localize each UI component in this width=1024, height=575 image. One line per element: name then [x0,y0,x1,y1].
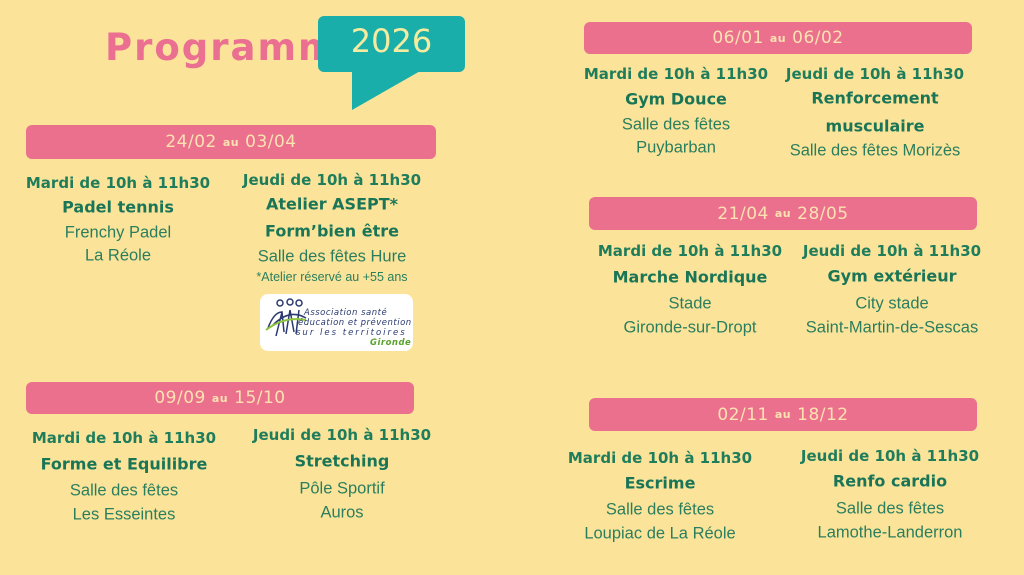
footnote: *Atelier réservé au +55 ans [256,270,408,284]
location: Les Esseintes [72,505,176,524]
activity-name: Form’bien être [265,221,399,241]
date-to: 18/12 [797,404,849,425]
date-separator: au [211,391,229,405]
location: Salle des fêtes [621,115,731,134]
date-to: 06/02 [792,28,844,48]
location: Salle des fêtes [69,481,179,500]
session-day-time: Jeudi de 10h à 11h30 [785,65,965,83]
people-logo-icon [265,298,307,337]
activity-name: Forme et Equilibre [40,454,208,474]
date-range-bar: 24/02 au 03/04 [26,125,436,159]
date-range-bar: 09/09 au 15/10 [26,382,414,414]
activity-name: musculaire [825,116,925,136]
location: Salle des fêtes Hure [257,247,407,266]
date-separator: au [769,31,787,45]
location: Frenchy Padel [64,223,172,242]
date-to: 28/05 [797,203,849,224]
year: 2026 [350,22,433,60]
activity-name: Escrime [624,473,696,493]
date-separator: au [222,135,240,149]
session-day-time: Jeudi de 10h à 11h30 [802,242,982,260]
activity-name: Atelier ASEPT* [265,194,399,214]
date-from: 02/11 [717,404,769,425]
session-day-time: Jeudi de 10h à 11h30 [252,426,432,444]
location: Pôle Sportif [299,479,385,498]
location: Salle des fêtes Morizès [789,141,961,160]
activity-name: Renfo cardio [832,471,948,491]
location: Loupiac de La Réole [584,524,736,543]
location: Gironde-sur-Dropt [623,318,757,337]
session-day-time: Mardi de 10h à 11h30 [583,65,769,83]
session-day-time: Mardi de 10h à 11h30 [31,429,217,447]
logo-line: sur les territoires [296,328,407,338]
speech-bubble-tail [352,70,422,110]
date-range-bar: 06/01 au 06/02 [584,22,972,54]
location: Salle des fêtes [835,499,945,518]
date-range-bar: 02/11 au 18/12 [589,398,977,431]
activity-name: Padel tennis [62,197,174,217]
location: La Réole [84,246,152,265]
date-from: 24/02 [165,132,217,152]
location: Salle des fêtes [605,500,715,519]
session-day-time: Mardi de 10h à 11h30 [567,449,753,467]
location: Saint-Martin-de-Sescas [805,318,979,337]
location: City stade [855,294,929,313]
date-separator: au [774,408,792,421]
activity-name: Gym Douce [625,89,727,109]
logo-line: Association santé [304,308,388,318]
activity-name: Gym extérieur [827,266,957,286]
location: Auros [320,503,364,522]
activity-name: Stretching [294,451,390,471]
session-day-time: Mardi de 10h à 11h30 [25,174,211,192]
date-from: 06/01 [712,28,764,48]
date-from: 09/09 [154,388,206,408]
year-speech-bubble: 2026 [318,16,465,72]
date-to: 03/04 [245,132,297,152]
session-day-time: Mardi de 10h à 11h30 [597,242,783,260]
activity-name: Renforcement [811,88,939,108]
location: Puybarban [636,138,716,157]
session-day-time: Jeudi de 10h à 11h30 [242,171,422,189]
date-range-bar: 21/04 au 28/05 [589,197,977,230]
location: Lamothe-Landerron [817,523,963,542]
date-separator: au [774,207,792,220]
logo-region: Gironde [370,338,412,348]
date-to: 15/10 [234,388,286,408]
logo-line: éducation et prévention [298,318,412,328]
asept-logo: Association santé éducation et préventio… [260,294,413,351]
activity-name: Marche Nordique [612,267,768,287]
session-day-time: Jeudi de 10h à 11h30 [800,447,980,465]
location: Stade [668,294,712,313]
date-from: 21/04 [717,203,769,224]
